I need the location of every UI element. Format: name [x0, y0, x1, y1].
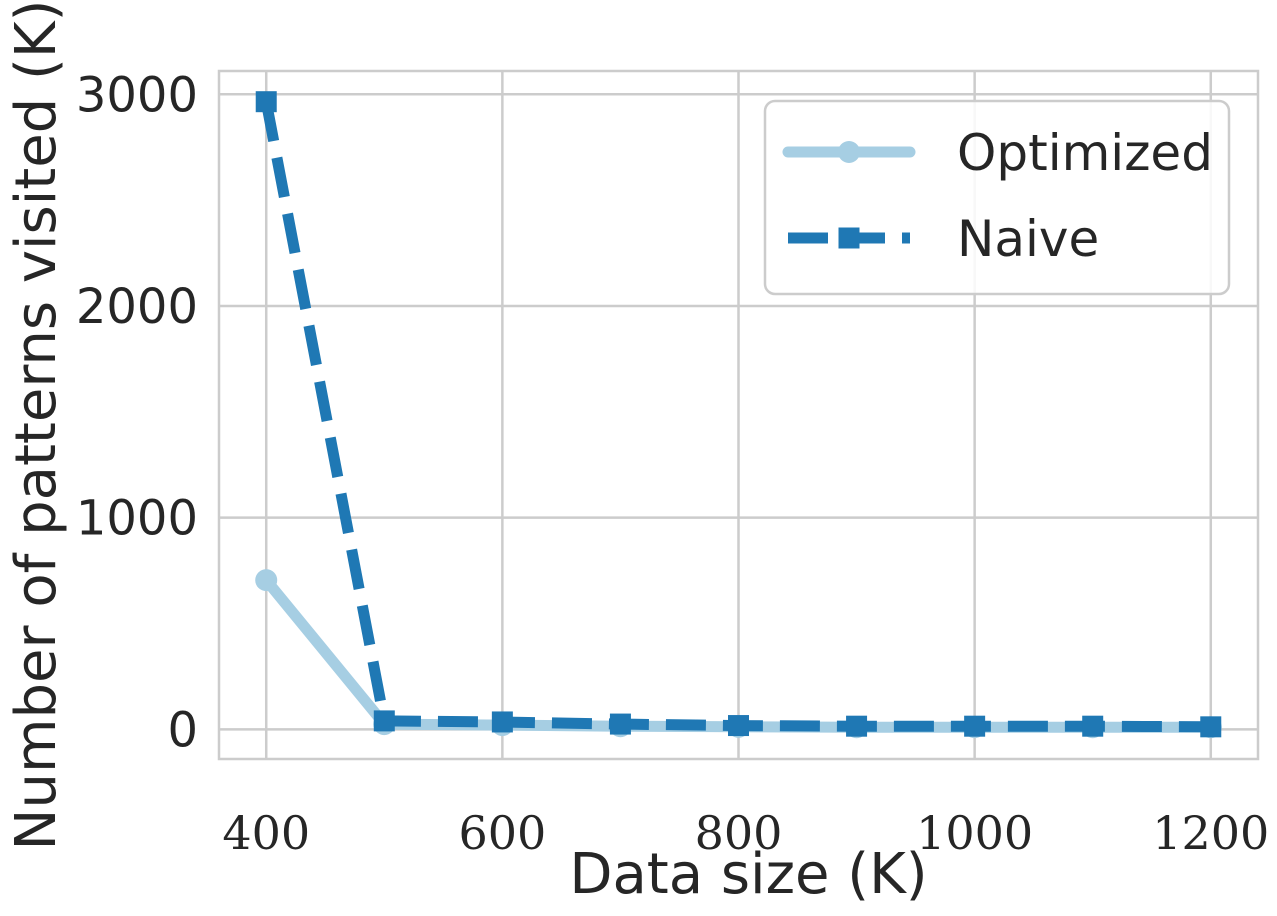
x-axis-label: Data size (K)	[569, 842, 927, 907]
x-axis-ticks: 400 600 800 1000 1200	[222, 806, 1269, 860]
naive-point	[491, 711, 513, 733]
legend-optimized-marker	[838, 141, 860, 163]
y-tick-label: 2000	[76, 279, 198, 335]
naive-point	[1200, 716, 1222, 738]
series-lines	[255, 91, 1222, 739]
legend-naive-marker	[838, 227, 860, 249]
naive-point	[964, 715, 986, 737]
x-tick-label: 1000	[916, 806, 1033, 860]
naive-point	[373, 710, 395, 732]
legend: Optimized Naive	[763, 99, 1231, 296]
x-tick-label: 800	[695, 806, 783, 860]
x-tick-label: 600	[458, 806, 546, 860]
legend-naive-label: Naive	[957, 210, 1099, 268]
naive-point	[846, 715, 868, 737]
plot-area-frame	[217, 69, 1260, 761]
series-naive	[255, 91, 1222, 738]
naive-point	[1082, 715, 1104, 737]
y-tick-label: 0	[167, 702, 198, 758]
y-tick-label: 1000	[76, 491, 198, 547]
naive-point	[609, 713, 631, 735]
y-axis-ticks: 0 1000 2000 3000	[76, 67, 198, 758]
y-tick-label: 3000	[76, 67, 198, 123]
optimized-point	[255, 569, 278, 592]
naive-point	[255, 91, 277, 113]
legend-optimized-label: Optimized	[957, 124, 1213, 182]
naive-point	[728, 715, 749, 737]
x-tick-label: 400	[222, 806, 310, 860]
y-axis-label: Number of patterns visited (K)	[4, 0, 69, 850]
x-tick-label: 1200	[1152, 806, 1269, 860]
